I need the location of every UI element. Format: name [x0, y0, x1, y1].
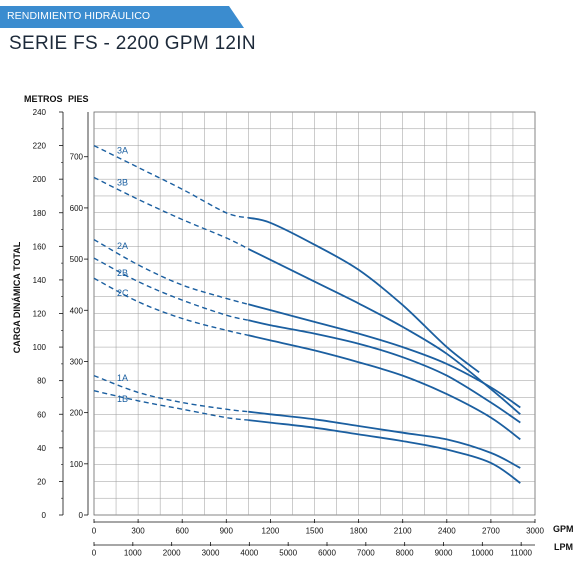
pies-tick-label: 400 — [70, 306, 84, 315]
lpm-tick-label: 9000 — [435, 549, 453, 558]
pies-tick-label: 100 — [70, 460, 84, 469]
lpm-tick-label: 5000 — [279, 549, 297, 558]
curve-label-1B: 1B — [117, 394, 128, 404]
lpm-tick-label: 1000 — [124, 549, 142, 558]
lpm-tick-label: 4000 — [240, 549, 258, 558]
axes: 0204060801001201401601802002202400100200… — [33, 108, 545, 558]
metros-tick-label: 100 — [33, 343, 47, 352]
curve-3A-solid — [248, 216, 480, 374]
gpm-tick-label: 3000 — [526, 527, 544, 536]
metros-tick-label: 80 — [37, 377, 46, 386]
curve-2C-dashed — [93, 277, 249, 336]
metros-tick-label: 220 — [33, 142, 47, 151]
pies-tick-label: 300 — [70, 357, 84, 366]
y-axis-unit-pies: PIES — [68, 94, 89, 104]
metros-tick-label: 0 — [42, 511, 47, 520]
lpm-tick-label: 0 — [92, 549, 97, 558]
metros-tick-label: 60 — [37, 410, 46, 419]
metros-tick-label: 140 — [33, 276, 47, 285]
curve-label-3B: 3B — [117, 177, 128, 187]
curve-1A-solid — [248, 410, 521, 469]
curve-3A-dashed — [93, 144, 249, 219]
pies-tick-label: 600 — [70, 204, 84, 213]
curve-label-2C: 2C — [117, 288, 129, 298]
pies-tick-label: 0 — [79, 511, 84, 520]
gpm-tick-label: 0 — [92, 527, 97, 536]
curve-2B-dashed — [93, 257, 249, 321]
curve-label-1A: 1A — [117, 373, 128, 383]
curve-2A-dashed — [93, 238, 249, 305]
curve-labels: 3A 3B 2A 2B 2C 1A 1B — [117, 145, 129, 403]
y-axis-title: CARGA DINÁMICA TOTAL — [12, 241, 22, 353]
section-banner: RENDIMIENTO HIDRÁULICO — [0, 6, 244, 28]
pump-curves — [93, 144, 521, 484]
page-title: SERIE FS - 2200 GPM 12IN — [9, 33, 256, 54]
pies-tick-label: 200 — [70, 409, 84, 418]
y-axis-unit-metros: METROS — [24, 94, 63, 104]
curve-2A-solid — [248, 303, 521, 409]
curve-1A-dashed — [93, 374, 249, 413]
curve-3B-solid — [247, 248, 521, 415]
curve-2C-solid — [248, 334, 521, 441]
pies-tick-label: 500 — [70, 255, 84, 264]
lpm-tick-label: 6000 — [318, 549, 336, 558]
curve-1B-solid — [248, 419, 521, 484]
curve-label-2A: 2A — [117, 241, 128, 251]
lpm-tick-label: 3000 — [202, 549, 220, 558]
curve-2B-solid — [248, 319, 521, 424]
gpm-tick-label: 2700 — [482, 527, 500, 536]
grid-lines — [94, 112, 535, 515]
gpm-tick-label: 2100 — [394, 527, 412, 536]
gpm-tick-label: 2400 — [438, 527, 456, 536]
lpm-tick-label: 11000 — [510, 549, 532, 558]
metros-tick-label: 200 — [33, 175, 47, 184]
curve-label-2B: 2B — [117, 268, 128, 278]
banner-label: RENDIMIENTO HIDRÁULICO — [7, 10, 151, 22]
metros-tick-label: 240 — [33, 108, 47, 117]
metros-tick-label: 40 — [37, 444, 46, 453]
curve-3B-dashed — [93, 176, 249, 250]
lpm-tick-label: 2000 — [163, 549, 181, 558]
metros-tick-label: 160 — [33, 242, 47, 251]
gpm-tick-label: 1800 — [350, 527, 368, 536]
metros-tick-label: 120 — [33, 310, 47, 319]
metros-tick-label: 180 — [33, 209, 47, 218]
metros-tick-label: 20 — [37, 477, 46, 486]
curve-label-3A: 3A — [117, 145, 128, 155]
pies-tick-label: 700 — [70, 153, 84, 162]
gpm-tick-label: 1200 — [262, 527, 280, 536]
x-axis-unit-lpm: LPM — [554, 542, 573, 552]
lpm-tick-label: 8000 — [396, 549, 414, 558]
lpm-tick-label: 7000 — [357, 549, 375, 558]
gpm-tick-label: 600 — [176, 527, 190, 536]
x-axis-unit-gpm: GPM — [553, 524, 574, 534]
gpm-tick-label: 900 — [220, 527, 234, 536]
gpm-tick-label: 1500 — [306, 527, 324, 536]
lpm-tick-label: 10000 — [471, 549, 494, 558]
gpm-tick-label: 300 — [131, 527, 145, 536]
